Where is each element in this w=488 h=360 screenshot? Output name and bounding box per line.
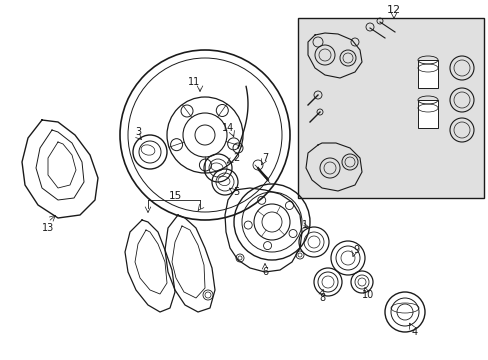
Text: 13: 13 (42, 223, 54, 233)
Text: 5: 5 (232, 187, 239, 197)
Text: 8: 8 (318, 293, 325, 303)
Text: 14: 14 (222, 123, 234, 133)
Text: 15: 15 (168, 191, 181, 201)
Text: 12: 12 (386, 5, 400, 15)
Text: 6: 6 (262, 267, 267, 277)
Text: 2: 2 (232, 153, 239, 163)
Text: 3: 3 (135, 127, 141, 137)
Text: 10: 10 (361, 290, 373, 300)
Bar (417, 100, 437, 128)
Text: 1: 1 (301, 220, 307, 230)
Text: 7: 7 (262, 153, 267, 163)
Text: 11: 11 (187, 77, 200, 87)
Bar (297, 18, 483, 198)
Text: 4: 4 (411, 327, 417, 337)
Text: 9: 9 (352, 245, 358, 255)
Bar (417, 60, 437, 88)
